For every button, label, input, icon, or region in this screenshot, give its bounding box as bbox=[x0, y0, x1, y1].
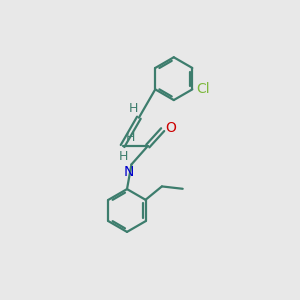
Text: H: H bbox=[118, 150, 128, 163]
Text: H: H bbox=[126, 130, 136, 144]
Text: H: H bbox=[129, 102, 138, 115]
Text: O: O bbox=[166, 121, 176, 135]
Text: Cl: Cl bbox=[196, 82, 210, 96]
Text: N: N bbox=[124, 165, 134, 179]
